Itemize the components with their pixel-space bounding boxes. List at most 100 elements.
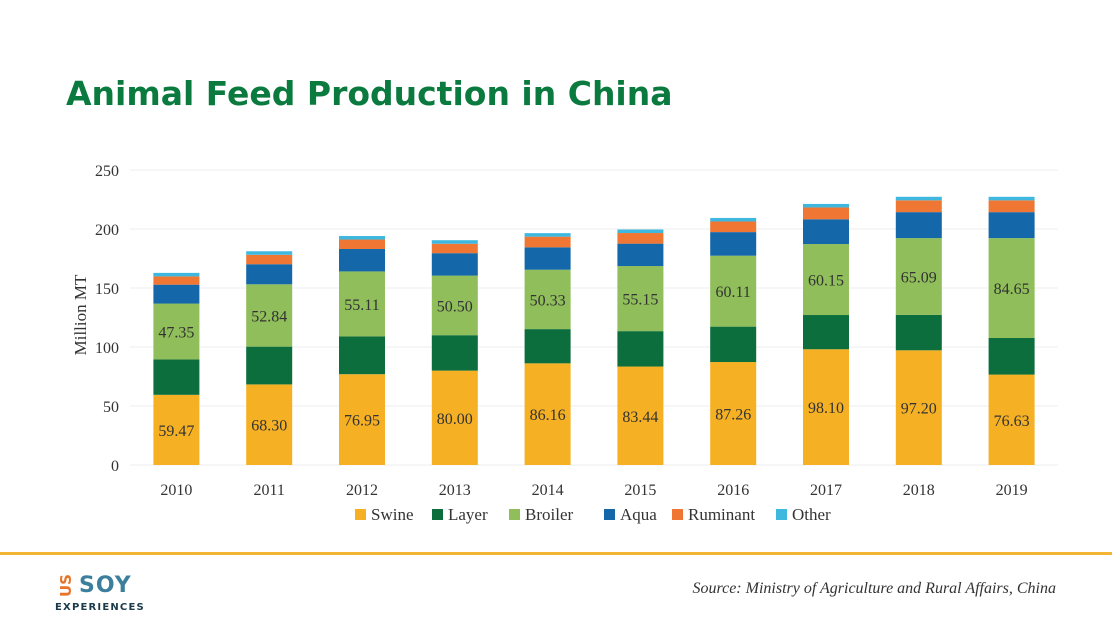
stacked-bar-chart: 0 50 100 150 200 250 Million MT 59.47 47.35 68.…: [71, 163, 1058, 524]
bar-broiler-2012: [339, 271, 385, 337]
footer-rule: [0, 552, 1112, 555]
data-label-broiler: 60.11: [715, 284, 750, 301]
bar-aqua-2018: [895, 212, 942, 239]
bar-swine-2013: [431, 370, 478, 465]
logo-us-text: US: [57, 574, 75, 597]
bar-layer-2019: [988, 337, 1035, 375]
data-label-broiler: 55.11: [344, 297, 379, 314]
bar-broiler-2010: [153, 303, 200, 360]
data-label-swine: 97.20: [901, 401, 937, 418]
bar-stack-2011: 68.30 52.84: [246, 251, 293, 465]
bar-swine-2014: [524, 363, 571, 465]
bar-ruminant-2016: [710, 221, 757, 233]
bar-broiler-2014: [524, 269, 571, 330]
bar-ruminant-2018: [895, 200, 942, 213]
bar-ruminant-2011: [246, 254, 293, 265]
bar-layer-2016: [710, 326, 757, 363]
bar-other-2010: [153, 272, 200, 277]
legend-label: Layer: [448, 505, 488, 524]
bar-layer-2012: [339, 336, 385, 375]
bar-swine-2012: [339, 374, 385, 465]
bar-stack-2015: 83.44 55.15: [617, 229, 664, 465]
legend-item-broiler: Broiler: [509, 505, 573, 524]
bar-ruminant-2012: [339, 239, 385, 249]
bar-layer-2010: [153, 359, 200, 395]
bar-layer-2015: [617, 331, 664, 367]
bar-stack-2010: 59.47 47.35: [153, 272, 200, 465]
data-label-swine: 83.44: [622, 409, 658, 426]
bar-ruminant-2013: [431, 243, 478, 254]
bar-stack-2014: 86.16 50.33: [524, 233, 571, 465]
bar-ruminant-2017: [803, 207, 849, 220]
data-label-swine: 86.16: [530, 407, 566, 424]
data-label-swine: 87.26: [715, 407, 751, 424]
legend-swatch: [672, 509, 683, 520]
bar-ruminant-2019: [988, 200, 1035, 213]
bar-aqua-2011: [246, 264, 293, 285]
bar-stack-2013: 80.00 50.50: [431, 240, 478, 465]
legend-swatch: [509, 509, 520, 520]
bar-stack-2019: 76.63 84.65: [988, 196, 1035, 465]
data-label-swine: 59.47: [158, 423, 194, 440]
bar-broiler-2015: [617, 266, 664, 332]
bar-broiler-2011: [246, 284, 293, 347]
bar-other-2012: [339, 236, 385, 240]
data-label-broiler: 60.15: [808, 273, 844, 290]
bar-other-2016: [710, 217, 757, 222]
x-tick-label: 2013: [439, 482, 471, 499]
bar-broiler-2016: [710, 255, 757, 327]
data-label-broiler: 65.09: [901, 270, 937, 287]
y-tick-label: 0: [111, 458, 119, 475]
bar-ruminant-2015: [617, 233, 664, 244]
legend-label: Aqua: [620, 505, 657, 524]
page-title: Animal Feed Production in China: [66, 74, 673, 113]
legend-swatch: [776, 509, 787, 520]
x-tick-label: 2017: [810, 482, 842, 499]
legend-item-ruminant: Ruminant: [672, 505, 755, 524]
x-tick-label: 2018: [903, 482, 935, 499]
x-axis-ticks: 2010 2011 2012 2013 2014 2015 2016 2017 2018 2019: [160, 482, 1027, 499]
legend-item-layer: Layer: [432, 505, 488, 524]
x-tick-label: 2010: [160, 482, 192, 499]
bar-broiler-2017: [803, 244, 849, 316]
bar-swine-2015: [617, 366, 664, 465]
x-tick-label: 2014: [532, 482, 564, 499]
y-tick-label: 50: [103, 399, 119, 416]
bar-aqua-2010: [153, 284, 200, 304]
bar-stack-2016: 87.26 60.11: [710, 217, 757, 465]
bar-aqua-2012: [339, 248, 385, 272]
y-tick-label: 100: [95, 340, 119, 357]
logo-experiences-text: EXPERIENCES: [55, 602, 145, 613]
data-label-swine: 76.95: [344, 413, 380, 430]
bar-aqua-2014: [524, 247, 571, 270]
bar-swine-2016: [710, 362, 757, 465]
data-label-broiler: 84.65: [994, 281, 1030, 298]
bar-swine-2011: [246, 384, 293, 465]
x-tick-label: 2015: [624, 482, 656, 499]
bar-layer-2011: [246, 346, 293, 385]
data-label-swine: 80.00: [437, 411, 473, 428]
bar-swine-2010: [153, 394, 200, 465]
x-tick-label: 2012: [346, 482, 378, 499]
y-tick-label: 150: [95, 281, 119, 298]
bar-ruminant-2014: [524, 236, 571, 248]
bar-stacks: 59.47 47.35 68.30 52.84 76.95 55.11 80.00 50.50…: [153, 196, 1035, 465]
source-note: Source: Ministry of Agriculture and Rura…: [692, 580, 1056, 597]
bar-broiler-2019: [988, 238, 1035, 338]
data-label-swine: 68.30: [251, 418, 287, 435]
legend-label: Other: [792, 505, 831, 524]
bar-stack-2012: 76.95 55.11: [339, 236, 385, 465]
legend-swatch: [355, 509, 366, 520]
data-label-broiler: 55.15: [622, 292, 658, 309]
legend-item-other: Other: [776, 505, 831, 524]
bar-swine-2017: [803, 349, 849, 465]
legend-swatch: [432, 509, 443, 520]
bar-aqua-2015: [617, 243, 664, 267]
legend-label: Ruminant: [688, 505, 755, 524]
legend-item-swine: Swine: [355, 505, 414, 524]
us-soy-logo: US SOY EXPERIENCES: [55, 574, 145, 614]
bar-aqua-2017: [803, 219, 849, 245]
x-tick-label: 2016: [717, 482, 749, 499]
x-tick-label: 2019: [996, 482, 1028, 499]
data-label-broiler: 47.35: [158, 324, 194, 341]
